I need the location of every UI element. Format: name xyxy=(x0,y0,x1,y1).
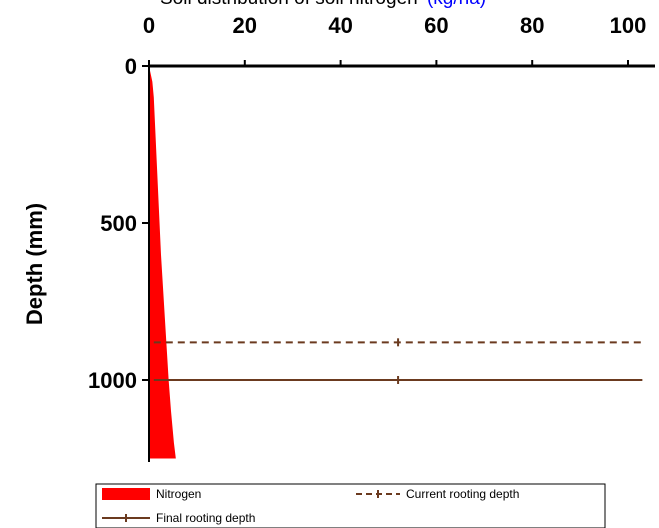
legend: Nitrogen Current rooting depth Final rooti… xyxy=(95,483,606,528)
x-tick-label: 0 xyxy=(143,13,155,38)
y-tick-label: 1000 xyxy=(88,368,137,393)
y-tick-label: 0 xyxy=(125,54,137,79)
legend-label-final-rooting-depth: Final rooting depth xyxy=(156,511,255,525)
x-tick-label: 60 xyxy=(424,13,448,38)
y-tick-label: 500 xyxy=(100,211,137,236)
x-tick-label: 80 xyxy=(520,13,544,38)
legend-box xyxy=(95,483,606,528)
y-axis: 0 500 1000 xyxy=(88,54,149,393)
x-tick-label: 40 xyxy=(328,13,352,38)
legend-label-nitrogen: Nitrogen xyxy=(156,487,201,501)
nitrogen-area xyxy=(149,66,176,459)
x-tick-label: 20 xyxy=(233,13,257,38)
chart-title-unit: (kg/ha) xyxy=(427,0,486,9)
chart-title: Soil distribution of soil nitrogen (kg/h… xyxy=(160,0,486,9)
y-axis-label: Depth (mm) xyxy=(22,203,47,325)
legend-swatch-nitrogen xyxy=(102,488,150,500)
plot-area xyxy=(148,64,655,462)
x-tick-label: 100 xyxy=(610,13,647,38)
x-axis: 0 20 40 60 80 100 xyxy=(143,13,646,66)
legend-label-current-rooting-depth: Current rooting depth xyxy=(406,487,519,501)
chart-title-text: Soil distribution of soil nitrogen xyxy=(160,0,418,9)
